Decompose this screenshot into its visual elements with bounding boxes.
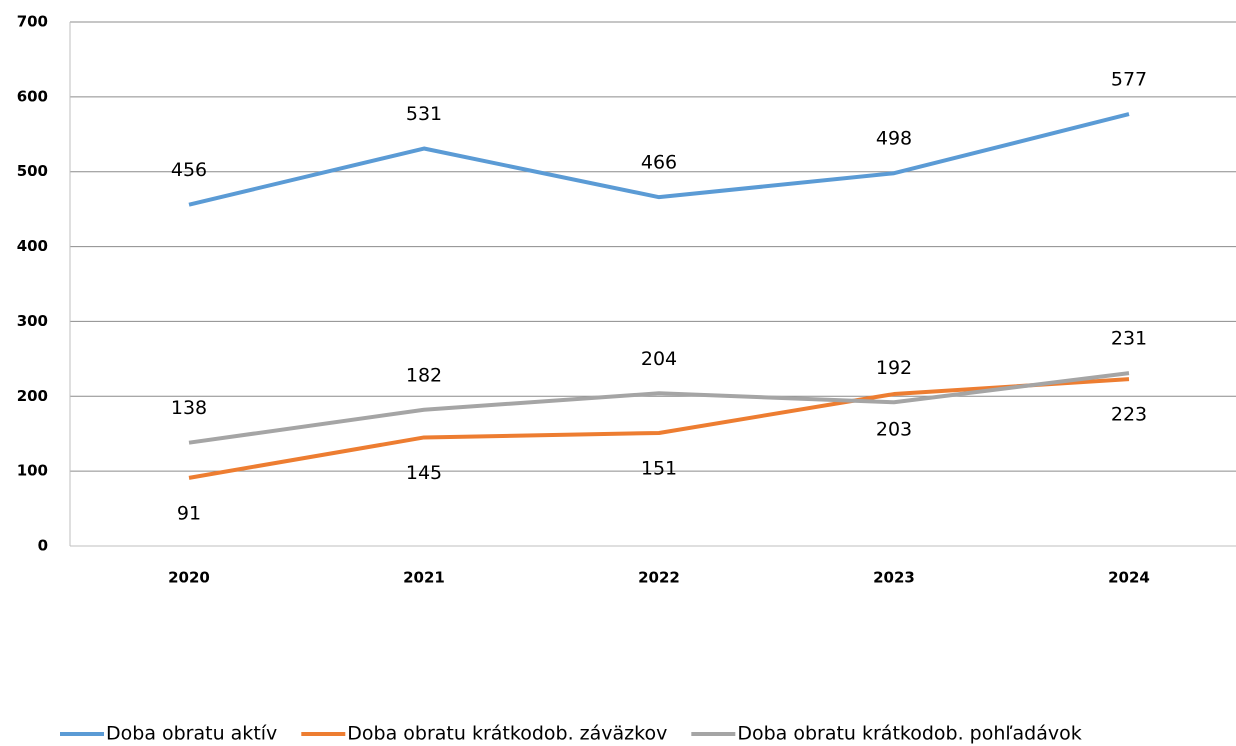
x-tick-label: 2020 — [168, 569, 210, 587]
data-label: 203 — [876, 419, 912, 441]
data-label: 498 — [876, 128, 912, 150]
y-tick-label: 500 — [17, 162, 48, 180]
y-tick-label: 0 — [38, 537, 48, 555]
data-label: 192 — [876, 357, 912, 379]
y-tick-label: 200 — [17, 387, 48, 405]
data-label: 231 — [1111, 328, 1147, 350]
data-label: 204 — [641, 348, 677, 370]
data-label: 182 — [406, 364, 442, 386]
y-tick-label: 400 — [17, 237, 48, 255]
data-label: 456 — [171, 159, 207, 181]
x-tick-label: 2024 — [1108, 569, 1150, 587]
y-tick-label: 600 — [17, 87, 48, 105]
data-label: 466 — [641, 152, 677, 174]
data-label: 577 — [1111, 69, 1147, 91]
y-tick-label: 300 — [17, 312, 48, 330]
y-tick-label: 700 — [17, 13, 48, 31]
legend-label: Doba obratu aktív — [106, 723, 277, 745]
series-line — [188, 371, 1130, 445]
data-label: 145 — [406, 462, 442, 484]
data-label: 531 — [406, 103, 442, 125]
y-tick-label: 100 — [17, 462, 48, 480]
data-label: 138 — [171, 397, 207, 419]
x-tick-label: 2022 — [638, 569, 680, 587]
x-tick-label: 2021 — [403, 569, 445, 587]
x-tick-label: 2023 — [873, 569, 915, 587]
data-label: 223 — [1111, 404, 1147, 426]
series-line — [188, 112, 1130, 207]
data-label: 151 — [641, 457, 677, 479]
legend-label: Doba obratu krátkodob. pohľadávok — [737, 723, 1081, 745]
legend-label: Doba obratu krátkodob. záväzkov — [347, 723, 667, 745]
data-label: 91 — [177, 502, 201, 524]
series-line — [188, 377, 1130, 480]
